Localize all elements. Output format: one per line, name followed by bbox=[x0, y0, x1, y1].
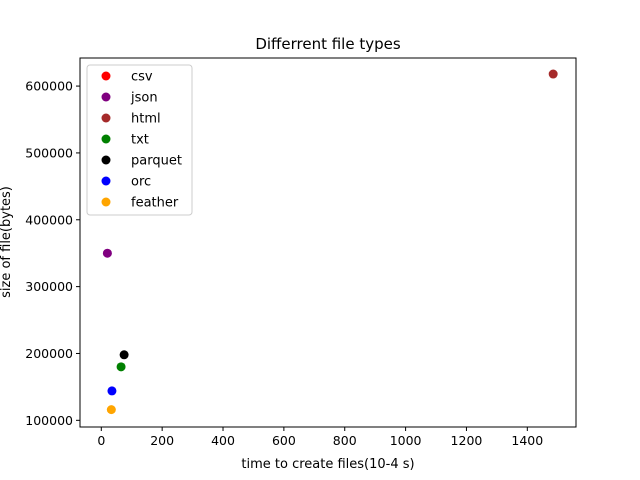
y-tick-label: 300000 bbox=[25, 279, 73, 294]
data-point-json bbox=[102, 248, 112, 258]
x-tick-label: 600 bbox=[272, 433, 296, 448]
y-tick-label: 100000 bbox=[25, 413, 73, 428]
legend-label-csv: csv bbox=[131, 70, 153, 85]
legend-marker-orc bbox=[101, 176, 111, 186]
y-axis-title: size of file(bytes) bbox=[0, 186, 14, 298]
data-point-txt bbox=[116, 362, 126, 372]
legend-marker-feather bbox=[101, 197, 111, 207]
data-point-html bbox=[548, 69, 558, 79]
y-tick-label: 200000 bbox=[25, 346, 73, 361]
data-point-parquet bbox=[119, 350, 129, 360]
x-tick-label: 1200 bbox=[451, 433, 483, 448]
data-point-orc bbox=[107, 386, 117, 396]
y-tick-label: 600000 bbox=[25, 79, 73, 94]
legend-marker-parquet bbox=[101, 155, 111, 165]
x-tick-label: 0 bbox=[97, 433, 105, 448]
legend-marker-csv bbox=[101, 71, 111, 81]
x-tick-label: 1000 bbox=[390, 433, 422, 448]
x-tick-label: 200 bbox=[150, 433, 174, 448]
legend: csv json html txt parquet orc feather bbox=[86, 64, 193, 216]
legend-label-html: html bbox=[131, 112, 161, 127]
legend-label-json: json bbox=[130, 91, 158, 106]
legend-label-feather: feather bbox=[131, 196, 179, 211]
x-tick-label: 400 bbox=[211, 433, 235, 448]
x-axis-ticks: 0 200 400 600 800 1000 1200 1400 bbox=[97, 427, 543, 448]
data-points bbox=[102, 69, 558, 415]
chart-title: Differrent file types bbox=[255, 35, 401, 53]
legend-label-orc: orc bbox=[131, 175, 151, 190]
legend-marker-txt bbox=[101, 134, 111, 144]
x-tick-label: 1400 bbox=[511, 433, 543, 448]
x-axis-title: time to create files(10-4 s) bbox=[241, 457, 414, 472]
plot-frame bbox=[79, 57, 577, 428]
data-point-feather bbox=[106, 405, 116, 415]
legend-label-txt: txt bbox=[131, 133, 149, 148]
legend-marker-json bbox=[101, 92, 111, 102]
x-tick-label: 800 bbox=[333, 433, 357, 448]
y-tick-label: 500000 bbox=[25, 145, 73, 160]
legend-box bbox=[86, 64, 193, 216]
y-axis-ticks: 100000 200000 300000 400000 500000 600000 bbox=[25, 79, 80, 428]
y-tick-label: 400000 bbox=[25, 212, 73, 227]
legend-label-parquet: parquet bbox=[131, 154, 182, 169]
legend-marker-html bbox=[101, 113, 111, 123]
